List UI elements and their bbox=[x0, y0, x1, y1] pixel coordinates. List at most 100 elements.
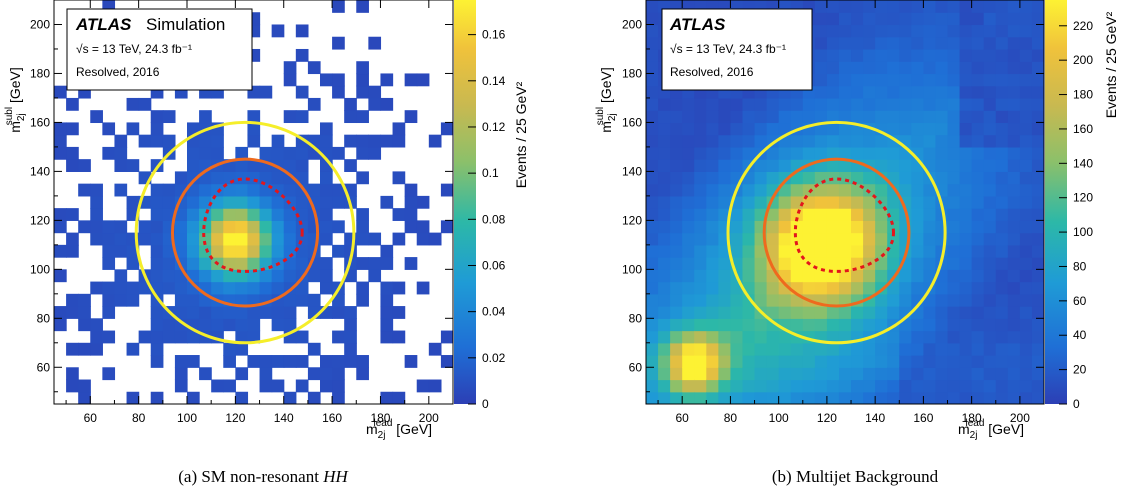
heatmap-cell bbox=[670, 342, 683, 356]
heatmap-cell bbox=[971, 134, 985, 148]
heatmap-cell bbox=[995, 12, 1009, 26]
heatmap-cell bbox=[658, 318, 671, 332]
heatmap-cell bbox=[694, 269, 707, 283]
heatmap-cell bbox=[838, 342, 852, 356]
heatmap-cell bbox=[887, 171, 900, 185]
heatmap-cell bbox=[368, 97, 382, 111]
y-tick-label: 60 bbox=[37, 360, 51, 374]
heatmap-cell bbox=[983, 318, 997, 332]
heatmap-cell bbox=[826, 355, 840, 368]
heatmap-cell bbox=[995, 146, 1009, 160]
heatmap-cell bbox=[911, 122, 924, 136]
heatmap-cell bbox=[235, 367, 249, 381]
heatmap-cell bbox=[211, 171, 224, 185]
heatmap-cell bbox=[730, 244, 744, 258]
heatmap-cell bbox=[1019, 367, 1033, 381]
heatmap-cell bbox=[392, 171, 406, 185]
x-tick-label: 140 bbox=[865, 411, 885, 425]
heatmap-cell bbox=[923, 208, 937, 221]
heatmap-cell bbox=[706, 232, 719, 246]
heatmap-cell bbox=[1007, 195, 1021, 209]
heatmap-cell bbox=[814, 232, 828, 246]
heatmap-cell bbox=[199, 134, 212, 148]
heatmap-cell bbox=[235, 195, 249, 209]
heatmap-cell bbox=[935, 48, 949, 62]
heatmap-cell bbox=[187, 232, 200, 246]
heatmap-cell bbox=[1031, 195, 1044, 209]
heatmap-cell bbox=[54, 122, 67, 136]
heatmap-cell bbox=[114, 269, 128, 283]
heatmap-cell bbox=[742, 146, 756, 160]
heatmap-cell bbox=[162, 281, 176, 295]
heatmap-cell bbox=[1019, 391, 1033, 404]
heatmap-cell bbox=[682, 355, 695, 368]
heatmap-cell bbox=[971, 24, 985, 38]
heatmap-cell bbox=[826, 257, 840, 270]
heatmap-cell bbox=[380, 293, 394, 307]
heatmap-cell bbox=[911, 281, 924, 295]
heatmap-cell bbox=[911, 24, 924, 38]
heatmap-cell bbox=[223, 208, 236, 221]
atlas-legend-box-b: ATLAS √s = 13 TeV, 24.3 fb⁻¹ Resolved, 2… bbox=[661, 8, 813, 91]
heatmap-cell bbox=[754, 257, 768, 270]
heatmap-cell bbox=[199, 318, 212, 332]
heatmap-cell bbox=[247, 257, 261, 270]
energy-label-b: √s = 13 TeV, 24.3 fb⁻¹ bbox=[670, 42, 786, 56]
heatmap-cell bbox=[863, 85, 876, 99]
heatmap-cell bbox=[923, 134, 937, 148]
heatmap-cell bbox=[959, 391, 973, 404]
heatmap-cell bbox=[670, 171, 683, 185]
heatmap-cell bbox=[271, 183, 285, 197]
z-tick-label: 0.12 bbox=[482, 120, 506, 134]
heatmap-cell bbox=[368, 146, 382, 160]
heatmap-cell bbox=[211, 244, 224, 258]
heatmap-cell bbox=[1031, 61, 1044, 75]
heatmap-cell bbox=[658, 379, 671, 393]
heatmap-cell bbox=[259, 208, 273, 221]
heatmap-cell bbox=[887, 257, 900, 270]
heatmap-cell bbox=[247, 183, 261, 197]
heatmap-cell bbox=[658, 367, 671, 381]
heatmap-cell bbox=[838, 318, 852, 332]
heatmap-cell bbox=[416, 73, 430, 87]
heatmap-cell bbox=[187, 159, 200, 172]
heatmap-cell bbox=[959, 330, 973, 344]
heatmap-cell bbox=[658, 97, 671, 111]
heatmap-cell bbox=[838, 146, 852, 160]
heatmap-cell bbox=[959, 110, 973, 124]
heatmap-cell bbox=[802, 281, 816, 295]
heatmap-cell bbox=[90, 208, 103, 221]
heatmap-cell bbox=[1031, 342, 1044, 356]
heatmap-cell bbox=[899, 12, 912, 26]
heatmap-cell bbox=[814, 85, 828, 99]
heatmap-cell bbox=[90, 110, 103, 124]
heatmap-cell bbox=[826, 342, 840, 356]
heatmap-cell bbox=[995, 330, 1009, 344]
heatmap-cell bbox=[670, 379, 683, 393]
z-tick-label: 40 bbox=[1073, 328, 1087, 342]
heatmap-cell bbox=[682, 269, 695, 283]
heatmap-cell bbox=[838, 269, 852, 283]
heatmap-cell bbox=[223, 306, 236, 319]
heatmap-cell bbox=[730, 97, 744, 111]
heatmap-cell bbox=[223, 232, 236, 246]
heatmap-cell bbox=[235, 220, 249, 234]
heatmap-cell bbox=[863, 281, 876, 295]
heatmap-cell bbox=[150, 330, 164, 344]
heatmap-cell bbox=[223, 318, 236, 332]
heatmap-cell bbox=[863, 367, 876, 381]
heatmap-cell bbox=[440, 122, 453, 136]
heatmap-cell bbox=[416, 220, 430, 234]
heatmap-cell bbox=[114, 220, 128, 234]
heatmap-cell bbox=[138, 97, 152, 111]
heatmap-cell bbox=[271, 244, 285, 258]
heatmap-cell bbox=[995, 195, 1009, 209]
heatmap-cell bbox=[887, 293, 900, 307]
heatmap-cell bbox=[959, 61, 973, 75]
heatmap-cell bbox=[1019, 355, 1033, 368]
heatmap-cell bbox=[911, 318, 924, 332]
heatmap-cell bbox=[646, 36, 659, 50]
heatmap-cell bbox=[1007, 171, 1021, 185]
heatmap-cell bbox=[899, 48, 912, 62]
heatmap-cell bbox=[90, 281, 103, 295]
